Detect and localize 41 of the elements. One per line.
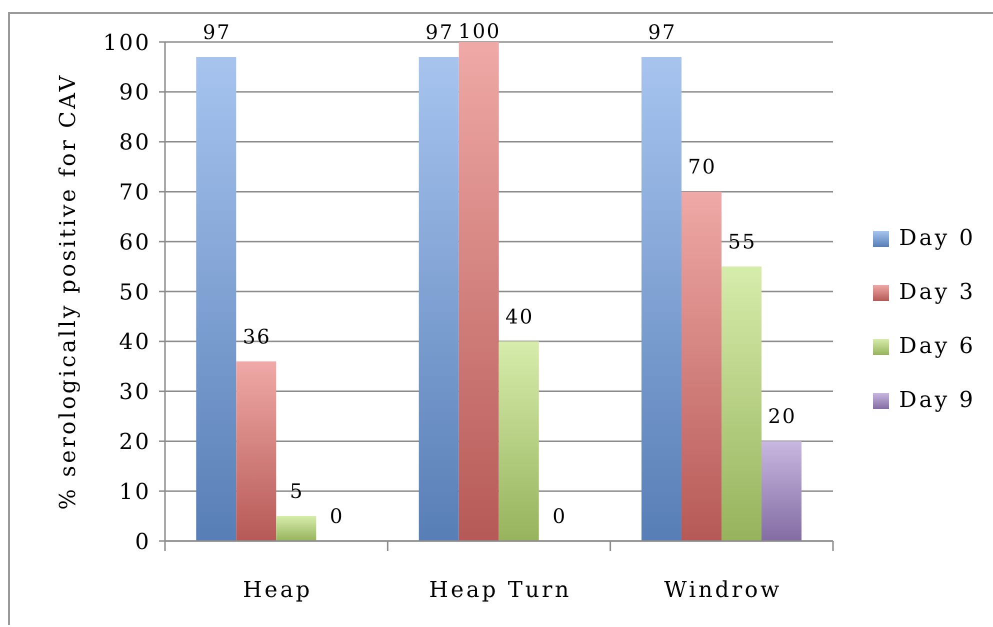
data-label: 0: [330, 504, 344, 528]
x-tick-label: Heap: [242, 578, 312, 602]
bar: [458, 42, 499, 541]
legend-label: Day 9: [899, 388, 976, 413]
bar: [236, 361, 276, 541]
legend-label: Day 3: [899, 280, 976, 305]
data-label: 0: [552, 504, 567, 528]
bar: [498, 341, 539, 541]
bar: [418, 56, 459, 541]
data-label: 5: [290, 479, 304, 504]
data-label: 20: [768, 404, 796, 428]
y-tick-label: 100: [103, 30, 151, 56]
y-tick-label: 40: [119, 330, 151, 356]
bar: [682, 192, 722, 541]
y-tick-label: 0: [135, 530, 151, 555]
legend-label: Day 6: [899, 334, 976, 359]
data-label: 100: [458, 19, 501, 43]
data-label: 97: [425, 20, 454, 44]
data-label: 36: [242, 324, 272, 348]
y-tick-label: 30: [119, 380, 151, 406]
data-label: 40: [505, 304, 534, 328]
bar: [276, 516, 316, 541]
data-label: 70: [688, 154, 716, 179]
y-tick-label: 20: [119, 430, 151, 456]
bar: [196, 56, 236, 541]
data-label: 55: [728, 230, 756, 254]
data-label: 97: [648, 20, 676, 44]
y-tick-label: 80: [119, 130, 151, 156]
y-tick-label: 50: [119, 280, 151, 306]
y-tick-label: 90: [119, 80, 151, 106]
legend-label: Day 0: [899, 226, 976, 251]
y-tick-label: 70: [119, 180, 151, 206]
bar: [642, 56, 682, 541]
bar: [722, 266, 762, 541]
x-tick-label: Windrow: [664, 578, 782, 602]
y-tick-label: 10: [119, 480, 151, 505]
x-tick-label: Heap Turn: [429, 578, 572, 602]
bar: [762, 441, 802, 541]
y-axis-title: % serologically positive for CAV: [56, 73, 80, 510]
y-tick-label: 60: [119, 230, 151, 256]
data-label: 97: [202, 20, 232, 44]
